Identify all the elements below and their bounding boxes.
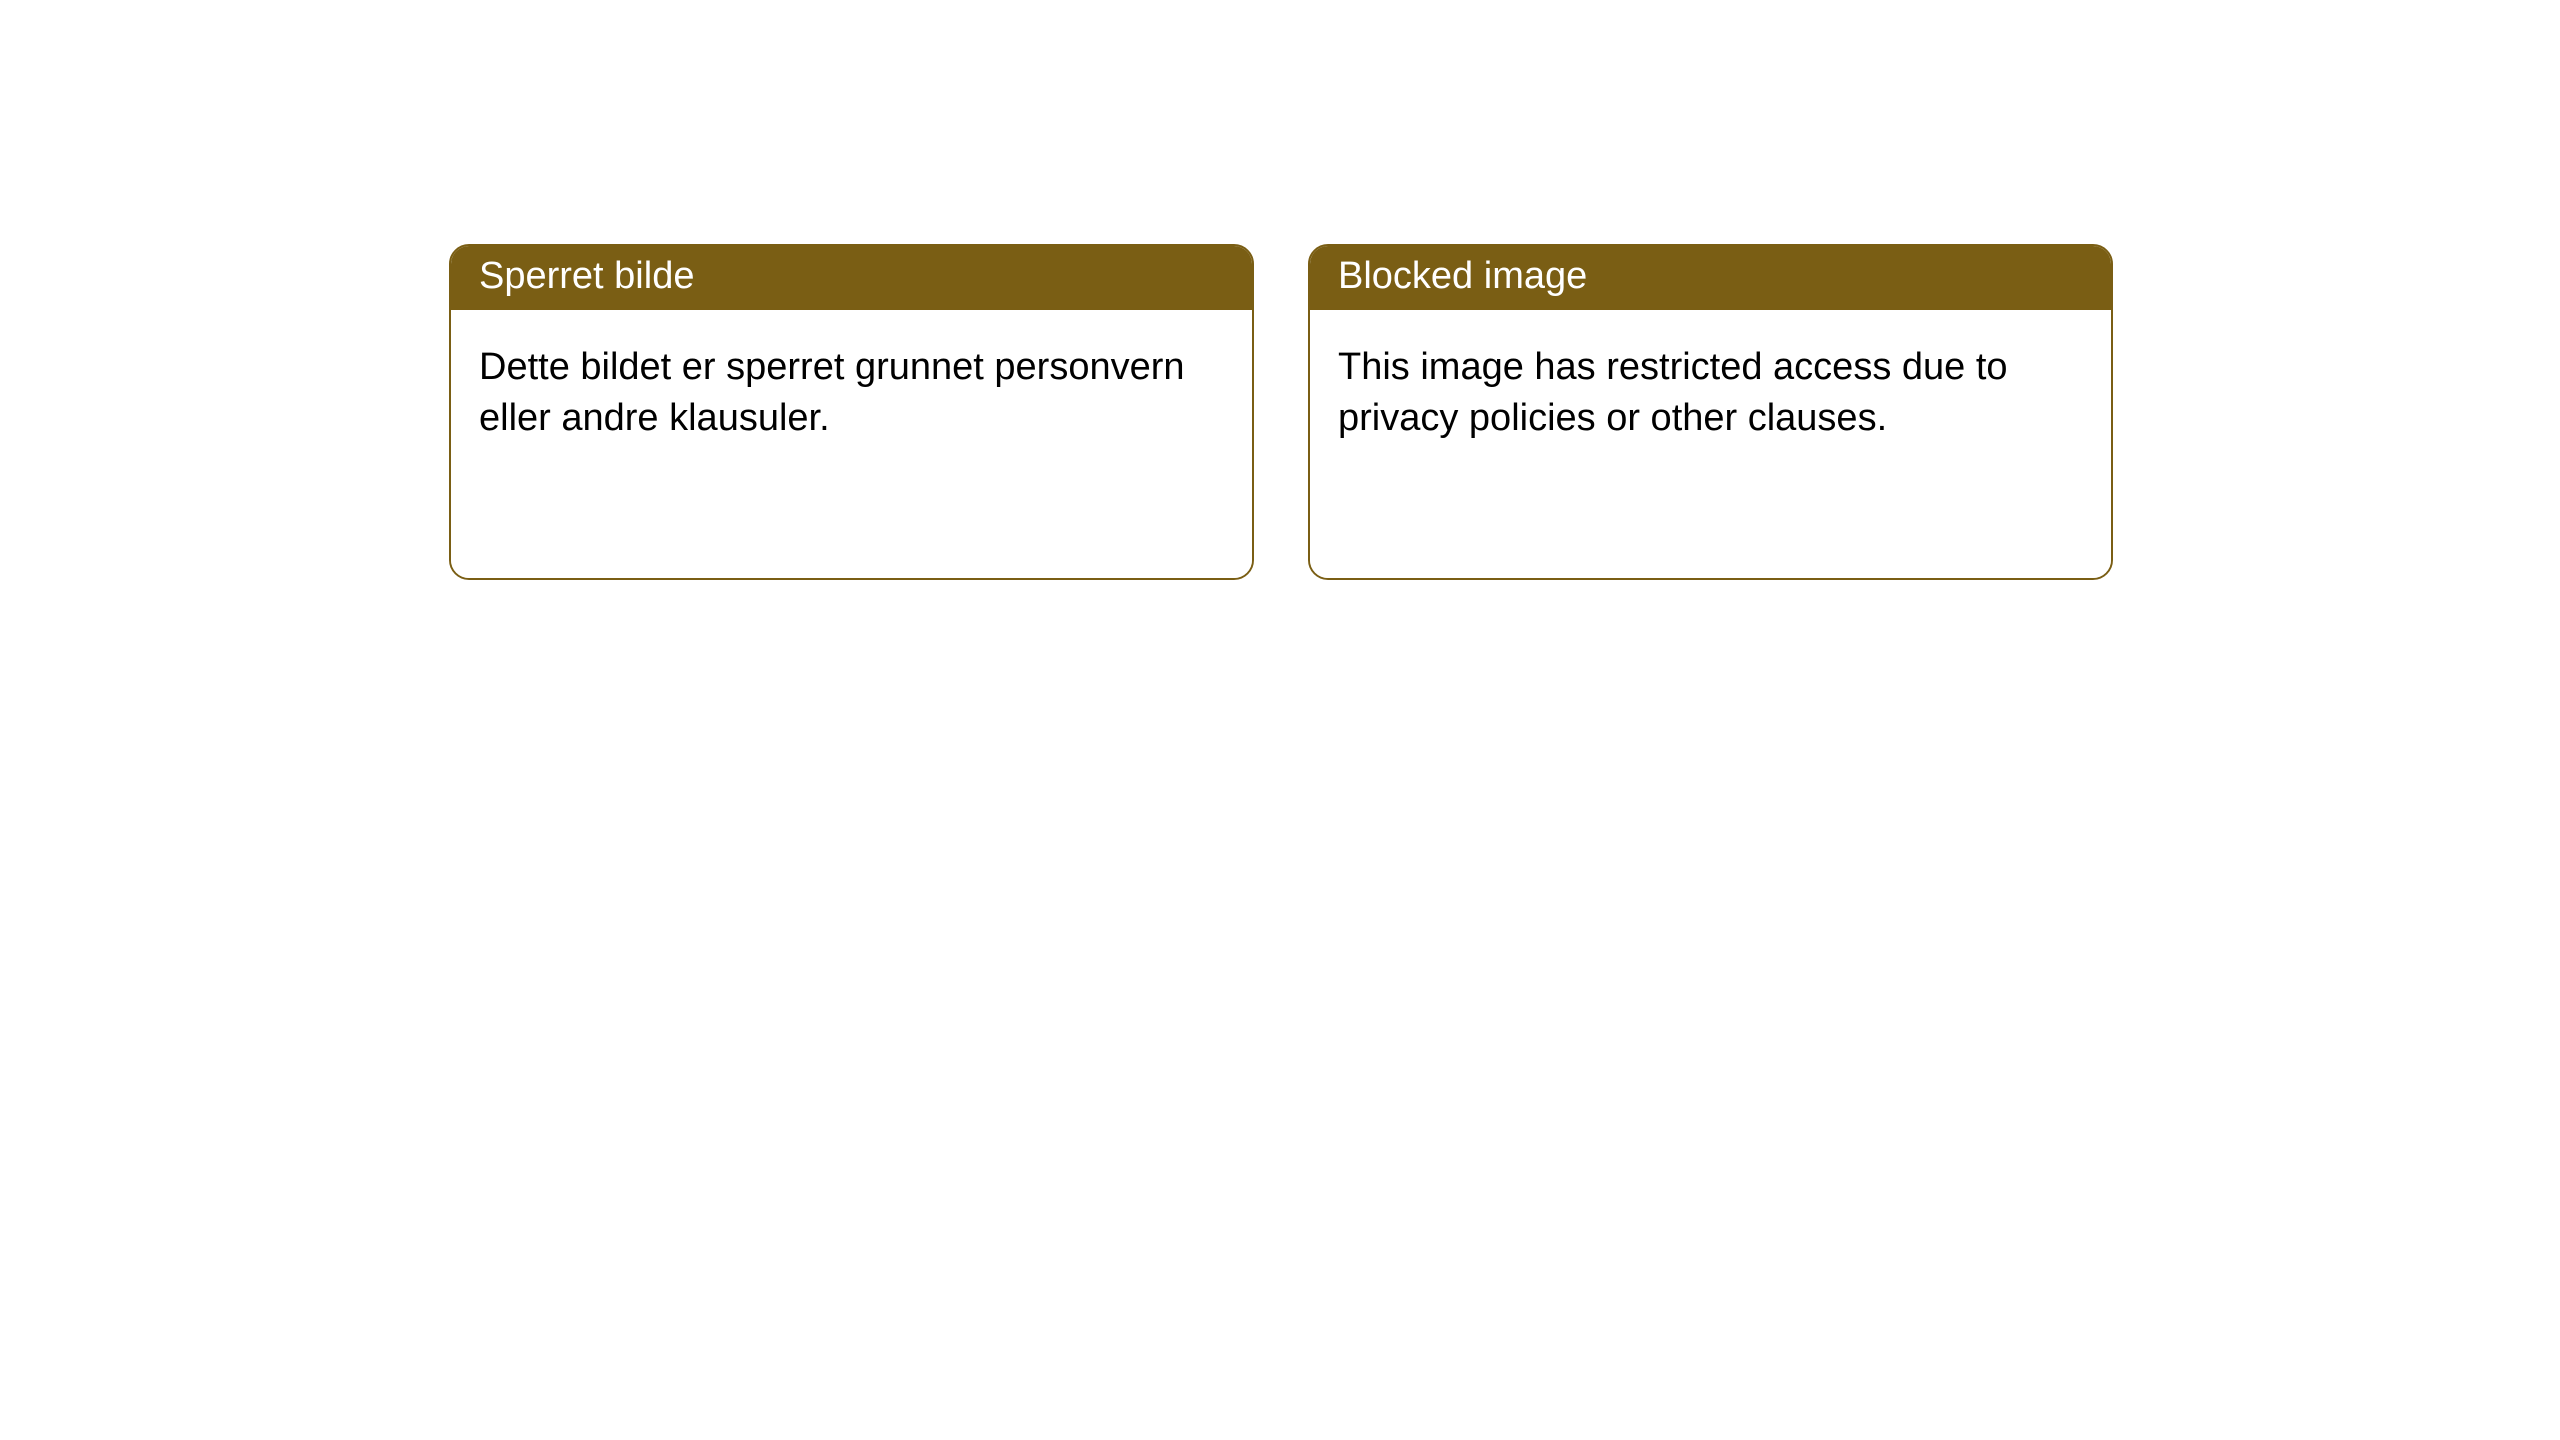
card-title-en: Blocked image bbox=[1310, 246, 2111, 310]
card-title-no: Sperret bilde bbox=[451, 246, 1252, 310]
notice-container: Sperret bilde Dette bildet er sperret gr… bbox=[0, 0, 2560, 580]
blocked-image-card-en: Blocked image This image has restricted … bbox=[1308, 244, 2113, 580]
card-body-en: This image has restricted access due to … bbox=[1310, 310, 2111, 578]
blocked-image-card-no: Sperret bilde Dette bildet er sperret gr… bbox=[449, 244, 1254, 580]
card-body-no: Dette bildet er sperret grunnet personve… bbox=[451, 310, 1252, 578]
